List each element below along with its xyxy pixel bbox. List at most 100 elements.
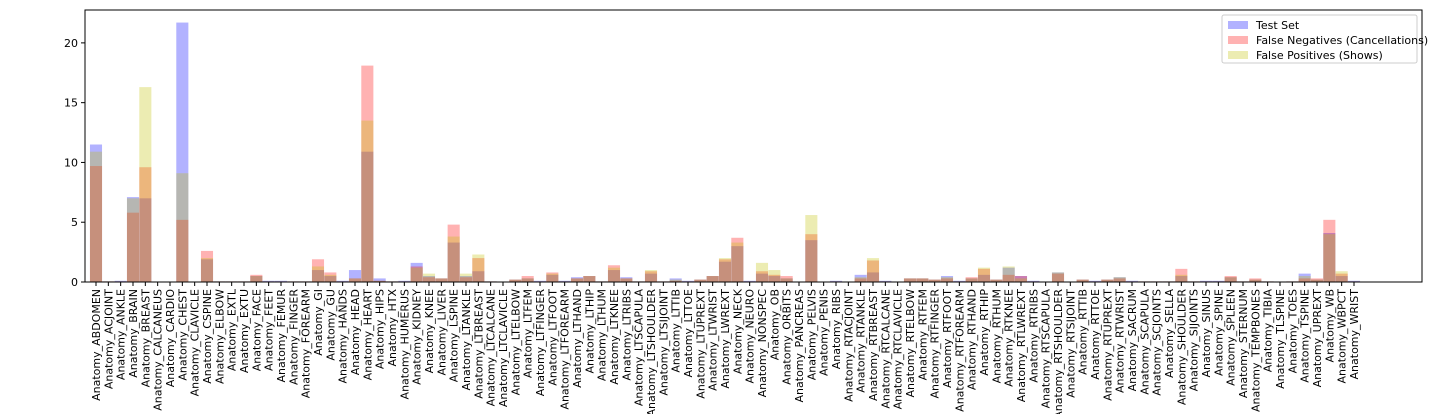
bar [805,234,818,282]
bar [546,274,559,282]
bar [200,250,214,282]
bar [1014,276,1028,282]
y-tick-label: 20 [64,37,78,50]
x-tick-label: Anatomy_HEAD [349,289,362,375]
bar [805,240,818,282]
bar [990,279,1003,282]
bar [829,280,843,282]
bar [373,278,386,282]
x-tick-label: Anatomy_RTCALCANE [879,289,892,409]
x-tick-label: Anatomy_RTWRIST [1114,289,1127,393]
x-tick-label: Anatomy_BRAIN [127,289,140,378]
legend-swatch [1228,36,1248,44]
bar [447,224,460,282]
x-tick-label: Anatomy_WB [1323,289,1336,362]
bar [718,261,732,282]
bar [583,276,596,282]
x-tick-label: Anatomy_RTFINGER [929,289,942,399]
bar [620,278,633,282]
bar [1002,267,1015,282]
x-tick-label: Anatomy_NECK [731,288,744,374]
bar [200,259,214,282]
bar [1335,271,1348,282]
bar [1224,276,1237,282]
x-tick-label: Anatomy_RTFOOT [941,289,954,388]
bar [311,259,325,282]
bar [866,260,880,282]
bar [1051,272,1065,282]
x-tick-label: Anatomy_RTKNEE [1003,289,1016,387]
bar [1199,280,1213,282]
y-tick-label: 10 [64,156,78,169]
x-tick-label: Anatomy_LTFINGER [534,289,547,397]
bar [694,279,707,282]
bar [1323,219,1336,282]
bar [1051,273,1065,282]
x-tick-label: Anatomy_RTUPREXT [1101,289,1114,401]
x-tick-label: Anatomy_CARDIO [164,289,177,388]
bar [176,22,189,283]
x-tick-label: Anatomy_SACRUM [1126,289,1139,391]
x-tick-label: Anatomy_BREAST [139,289,152,388]
bar [126,197,140,282]
x-tick-label: Anatomy_FACE [250,289,263,371]
x-tick-label: Anatomy_RTANKLE [855,289,868,393]
x-tick-label: Anatomy_ELBOW [213,289,226,384]
bar [990,279,1003,282]
bar [361,151,374,282]
bar [139,87,152,282]
x-tick-label: Anatomy_LTANKLE [460,289,473,391]
bar [866,272,880,282]
bar [1298,278,1311,282]
bar [940,276,954,282]
bar [139,198,152,282]
x-tick-label: Anatomy_LTTIB [670,289,683,373]
x-tick-label: Anatomy_LTBREAST [472,289,485,399]
bar [1014,276,1028,282]
x-tick-label: Anatomy_SPINE [1212,289,1225,376]
bar [533,280,547,282]
bar [953,280,966,282]
x-tick-label: Anatomy_EXTU [238,289,251,373]
bar [1175,268,1188,282]
x-tick-label: Anatomy_WBPCT [1336,289,1349,384]
bar [644,271,658,282]
bar [410,266,423,282]
x-tick-label: Anatomy_GU [324,289,337,361]
bar [731,242,744,282]
bar [903,278,917,282]
bar [1076,279,1089,282]
bar [1347,280,1361,282]
x-tick-label: Anatomy_LTSHOULDER [645,289,658,414]
bar [755,273,769,282]
x-tick-label: Anatomy_RTTIB [1077,289,1090,375]
bar [521,278,534,282]
bar [706,276,719,282]
bar [607,267,621,282]
bar [546,272,559,282]
x-tick-label: Anatomy_LTKNEE [608,289,621,385]
bar [361,65,374,282]
bar [916,278,929,282]
bar [755,271,769,282]
bar [373,280,386,282]
bar [509,279,522,282]
x-tick-label: Anatomy_HUMERUS [398,289,411,399]
bar [879,280,892,282]
bar [731,237,744,282]
legend: Test Set False Negatives (Cancellations) F… [1221,14,1428,64]
bar [607,265,621,282]
bar [681,280,695,282]
x-tick-label: Anatomy_KNEE [423,289,436,373]
bar [928,279,941,282]
bar [324,272,337,282]
x-tick-label: Anatomy_TLSPINE [1274,289,1287,389]
bar [1175,276,1188,282]
bar [1175,274,1188,282]
x-tick-label: Anatomy_CHEST [176,289,189,381]
bar [1101,279,1114,282]
x-tick-label: Anatomy_PELVIS [805,289,818,380]
bar [1224,277,1237,282]
bar [1249,278,1262,282]
